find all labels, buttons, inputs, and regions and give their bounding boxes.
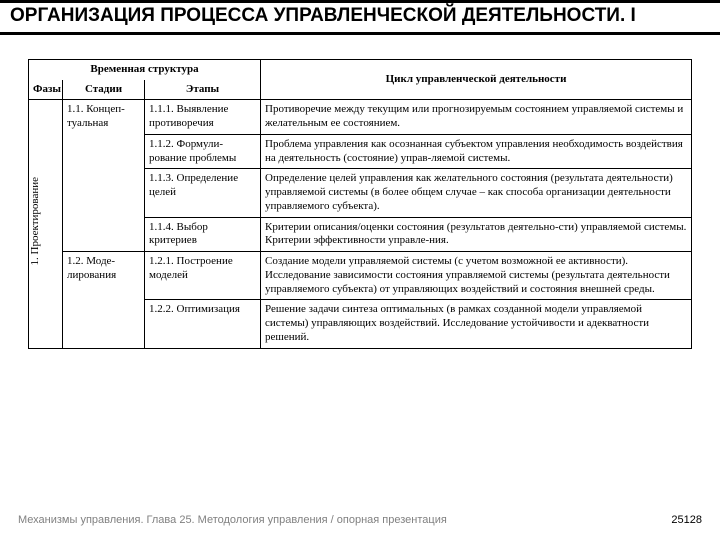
table-container: Временная структура Цикл управленческой … <box>0 59 720 349</box>
cycle-cell: Решение задачи синтеза оптимальных (в ра… <box>261 300 692 348</box>
cycle-cell: Определение целей управления как желател… <box>261 169 692 217</box>
step-cell: 1.2.1. Построение моделей <box>145 252 261 300</box>
step-cell: 1.1.3. Определение целей <box>145 169 261 217</box>
step-cell: 1.1.2. Формули-рование проблемы <box>145 134 261 169</box>
header-group: Временная структура <box>29 59 261 79</box>
title-band: ОРГАНИЗАЦИЯ ПРОЦЕССА УПРАВЛЕНЧЕСКОЙ ДЕЯТ… <box>0 0 720 35</box>
table-row: 1.2. Моде-лирования 1.2.1. Построение мо… <box>29 252 692 300</box>
stage-cell: 1.2. Моде-лирования <box>63 252 145 349</box>
slide-title: ОРГАНИЗАЦИЯ ПРОЦЕССА УПРАВЛЕНЧЕСКОЙ ДЕЯТ… <box>10 5 710 28</box>
footer: Механизмы управления. Глава 25. Методоло… <box>18 514 702 526</box>
footer-text: Механизмы управления. Глава 25. Методоло… <box>18 514 447 526</box>
page-number: 25128 <box>671 514 702 526</box>
cycle-cell: Проблема управления как осознанная субъе… <box>261 134 692 169</box>
table-row: 1. Проектирование 1.1. Концеп-туальная 1… <box>29 100 692 135</box>
stage-cell: 1.1. Концеп-туальная <box>63 100 145 252</box>
cycle-cell: Создание модели управляемой системы (с у… <box>261 252 692 300</box>
header-stage: Стадии <box>63 80 145 100</box>
structure-table: Временная структура Цикл управленческой … <box>28 59 692 349</box>
cycle-cell: Противоречие между текущим или прогнозир… <box>261 100 692 135</box>
phase-label: 1. Проектирование <box>29 177 62 265</box>
header-step: Этапы <box>145 80 261 100</box>
header-cycle: Цикл управленческой деятельности <box>261 59 692 100</box>
step-cell: 1.2.2. Оптимизация <box>145 300 261 348</box>
slide: ОРГАНИЗАЦИЯ ПРОЦЕССА УПРАВЛЕНЧЕСКОЙ ДЕЯТ… <box>0 0 720 540</box>
header-phase: Фазы <box>29 80 63 100</box>
step-cell: 1.1.1. Выявление противоречия <box>145 100 261 135</box>
step-cell: 1.1.4. Выбор критериев <box>145 217 261 252</box>
phase-cell: 1. Проектирование <box>29 100 63 348</box>
cycle-cell: Критерии описания/оценки состояния (резу… <box>261 217 692 252</box>
